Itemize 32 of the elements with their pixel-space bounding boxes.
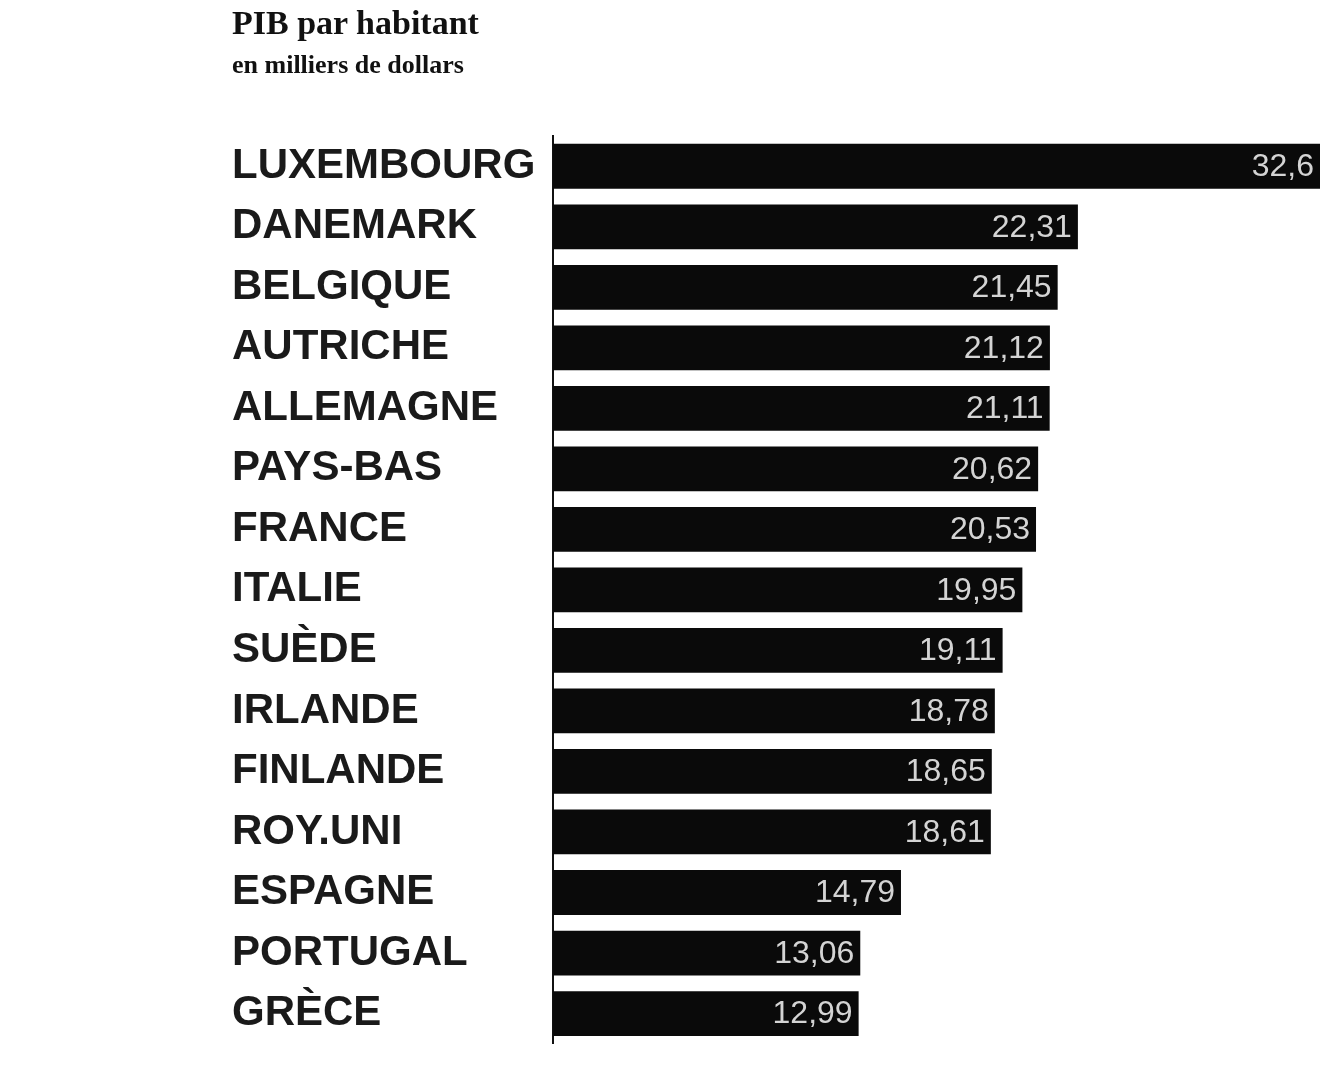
data-label: 21,11 [965,389,1044,426]
y-tick-label: ESPAGNE [232,866,435,914]
data-label: 19,11 [918,631,997,668]
data-label: 14,79 [814,873,895,910]
y-tick-label: GRÈCE [232,987,382,1035]
chart-title: PIB par habitant [232,4,479,42]
y-tick-label: FRANCE [232,502,407,550]
data-label: 20,53 [949,510,1031,547]
y-tick-label: ROY.UNI [232,805,403,853]
y-tick-label: FINLANDE [232,745,445,793]
y-tick-label: AUTRICHE [232,321,449,369]
y-tick-label: ALLEMAGNE [232,381,498,429]
data-label: 18,61 [904,812,985,849]
data-label: 32,6 [1251,147,1314,184]
data-label: 12,99 [772,994,853,1031]
data-label: 18,78 [908,691,989,728]
data-label: 19,95 [936,570,1017,607]
data-label: 13,06 [774,933,855,970]
data-label: 21,45 [971,268,1052,305]
y-tick-label: PORTUGAL [232,926,468,974]
y-tick-label: LUXEMBOURG [232,139,536,187]
data-label: 18,65 [905,752,986,789]
data-label: 20,62 [952,449,1033,486]
chart-subtitle: en milliers de dollars [232,50,464,80]
y-tick-label: SUÈDE [232,624,377,671]
data-label: 21,12 [963,328,1044,365]
y-tick-label: IRLANDE [232,684,419,732]
y-tick-label: PAYS-BAS [232,442,443,490]
y-tick-label: BELGIQUE [232,260,452,308]
y-tick-label: ITALIE [232,563,362,611]
data-label: 22,31 [991,207,1072,244]
y-tick-label: DANEMARK [232,200,477,248]
